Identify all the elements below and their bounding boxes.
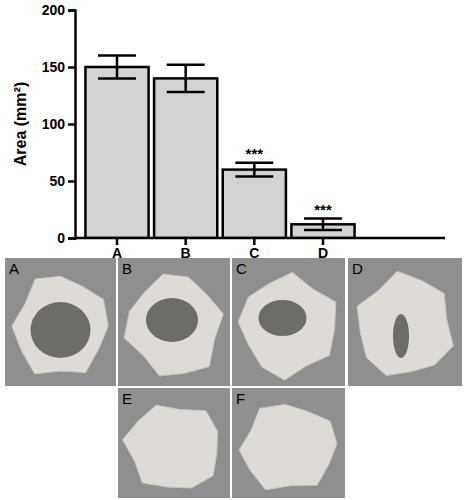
error-bar-line [304,219,342,230]
x-tick-mark [116,238,119,245]
x-tick: C [249,238,259,261]
x-tick-mark [253,238,256,245]
x-tick: B [181,238,191,261]
y-tick-label: 200 [42,2,66,18]
photo-panel: F [232,388,345,498]
y-tick-mark [68,180,75,183]
y-tick-mark [68,237,75,240]
tissue [12,276,108,374]
photo-background [118,388,230,498]
y-tick-label: 50 [49,173,65,189]
annotation: *** [246,145,264,162]
bar [154,78,217,238]
photo-background [348,258,462,386]
x-tick-mark [184,238,187,245]
error-bar [167,65,205,92]
y-tick-mark [68,9,75,12]
photo-background [232,388,345,498]
tissue [357,271,453,375]
y-axis-line [68,11,76,239]
photo-background [232,258,345,386]
error-bar [235,163,273,177]
photo-panel: A [5,258,116,386]
y-tick-label: 0 [57,230,65,246]
y-axis: 0 50 100 150 200 [42,2,76,246]
tissue [123,405,218,488]
error-bar [304,219,342,230]
panel-label: C [236,260,247,277]
y-tick: 200 [42,2,75,18]
lesion [259,300,307,336]
y-tick-label: 150 [42,59,66,75]
tissue [124,274,223,376]
y-axis-title: Area (mm²) [12,82,29,166]
panel-label: D [352,260,363,277]
photo-panel: E [118,388,230,498]
x-tick: A [112,238,122,261]
photo-background [118,258,230,386]
x-axis: A B C D [75,238,445,261]
photo-panel: C [232,258,345,386]
bar [85,67,148,238]
error-bar-line [167,65,205,92]
figure: ******050100150200ABCDArea (mm²)ABCDEF [0,0,467,500]
bar [223,170,286,238]
annotation: *** [314,201,332,218]
photo-panel: D [348,258,462,386]
panel-label: E [122,390,132,407]
x-tick: D [318,238,328,261]
lesion [146,298,198,342]
tissue [238,272,336,380]
lesion [31,302,91,358]
bars [85,56,354,238]
y-tick-label: 100 [42,116,66,132]
error-bar-line [235,163,273,177]
y-tick: 50 [49,173,75,189]
y-tick: 0 [57,230,75,246]
y-tick: 100 [42,116,75,132]
y-tick: 150 [42,59,75,75]
lesion [393,314,409,358]
x-axis-line [75,237,445,240]
error-bar-line [98,56,136,79]
panel-label: F [236,390,245,407]
tissue [239,404,337,489]
photo-background [5,258,116,386]
photo-panel: B [118,258,230,386]
panel-label: B [122,260,132,277]
y-tick-mark [68,66,75,69]
panel-label: A [9,260,19,277]
y-tick-mark [68,123,75,126]
error-bar [98,56,136,79]
x-tick-mark [322,238,325,245]
